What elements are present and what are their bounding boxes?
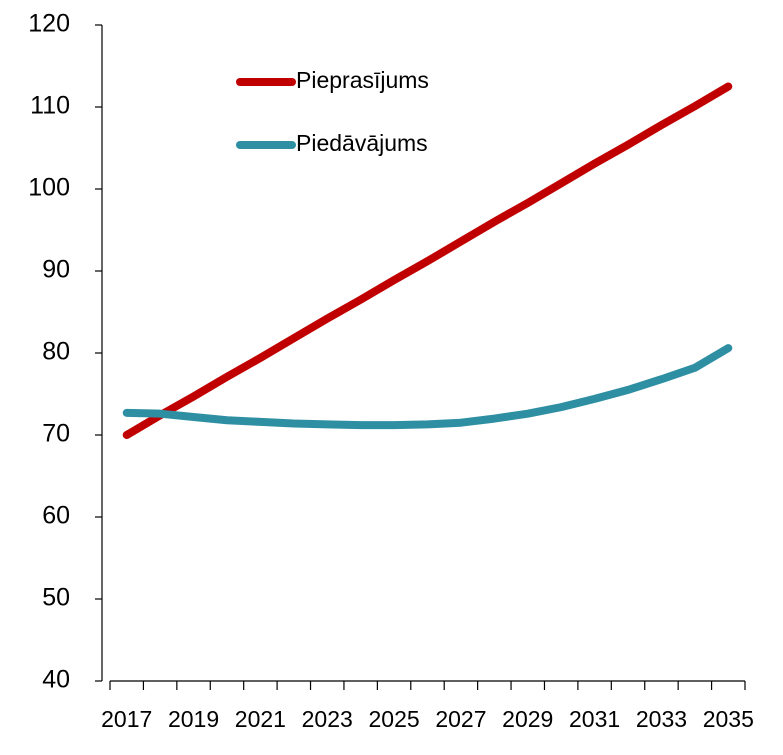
- x-tick-label: 2035: [703, 706, 754, 732]
- y-tick-label: 40: [42, 666, 70, 694]
- y-tick-label: 90: [42, 256, 70, 284]
- x-tick-label: 2029: [502, 706, 553, 732]
- x-tick-label: 2031: [569, 706, 620, 732]
- x-tick-label: 2027: [435, 706, 486, 732]
- series-line: [122, 82, 733, 439]
- x-tick-label: 2019: [168, 706, 219, 732]
- legend-label: Piedāvājums: [296, 130, 428, 156]
- x-tick-label: 2033: [636, 706, 687, 732]
- y-tick-label: 70: [42, 420, 70, 448]
- legend-label: Pieprasījums: [296, 67, 429, 93]
- y-tick-label: 110: [30, 92, 70, 120]
- y-tick-label: 100: [28, 174, 70, 202]
- series-line: [122, 344, 733, 430]
- y-tick-label: 120: [28, 10, 70, 38]
- y-tick-label: 60: [42, 502, 70, 530]
- x-tick-label: 2017: [101, 706, 152, 732]
- y-tick-label: 80: [42, 338, 70, 366]
- x-tick-label: 2025: [368, 706, 419, 732]
- x-tick-label: 2023: [302, 706, 353, 732]
- x-tick-label: 2021: [235, 706, 286, 732]
- y-tick-label: 50: [42, 584, 70, 612]
